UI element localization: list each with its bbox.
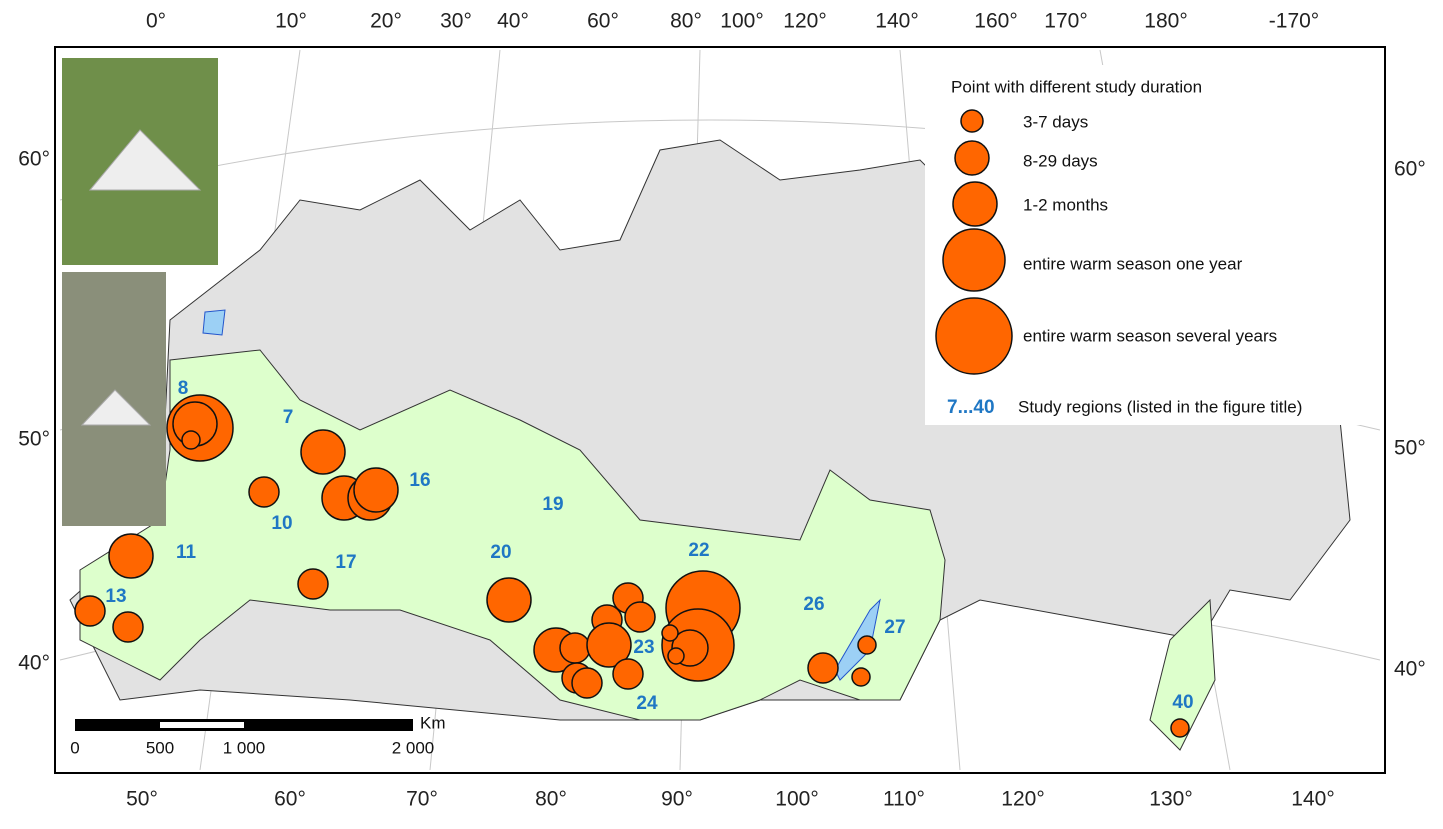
top-axis-label: -170°	[1269, 10, 1319, 33]
region-label: 13	[105, 586, 126, 607]
legend-region-text: Study regions (listed in the figure titl…	[1018, 397, 1302, 416]
region-label: 7	[283, 407, 294, 428]
region-label: 24	[636, 693, 658, 714]
bottom-axis-label: 120°	[1001, 788, 1044, 811]
region-label: 10	[271, 513, 292, 534]
legend: Point with different study duration 3-7 …	[935, 77, 1302, 418]
region-label: 27	[884, 617, 905, 638]
top-axis-label: 10°	[275, 10, 307, 33]
top-axis-label: 30°	[440, 10, 472, 33]
region-label: 26	[803, 594, 824, 615]
top-axis-label: 180°	[1144, 10, 1187, 33]
legend-entry: 8-29 days	[1023, 151, 1098, 170]
region-label: 16	[409, 470, 430, 491]
legend-region-symbol: 7...40	[947, 397, 995, 418]
bottom-axis-label: 70°	[406, 788, 438, 811]
right-axis-label: 40°	[1394, 658, 1426, 681]
bottom-axis-label: 60°	[274, 788, 306, 811]
bottom-axis-label: 100°	[775, 788, 818, 811]
region-label: 40	[1172, 692, 1193, 713]
trap	[80, 389, 152, 426]
left-axis-label: 60°	[18, 148, 50, 171]
legend-entry: 3-7 days	[1023, 112, 1088, 131]
scale-label: 2 000	[392, 738, 435, 757]
bottom-axis-label: 110°	[883, 788, 925, 811]
study-points	[74, 394, 1190, 738]
top-axis-label: 80°	[670, 10, 702, 33]
region-label: 11	[176, 542, 197, 563]
region-label: 22	[688, 540, 709, 561]
top-axis-label: 40°	[497, 10, 529, 33]
region-label: 20	[490, 542, 511, 563]
axis-labels: 0° 10° 20° 30° 40° 60° 80° 100° 120° 140° 160° 170°…	[18, 10, 1426, 811]
bottom-axis-label: 50°	[126, 788, 158, 811]
scale-unit: Km	[420, 713, 446, 732]
legend-entry: entire warm season several years	[1023, 326, 1277, 345]
region-label: 17	[335, 552, 356, 573]
left-axis-label: 40°	[18, 652, 50, 675]
scale-label: 0	[70, 738, 79, 757]
frame	[54, 46, 1386, 774]
bottom-axis-label: 130°	[1149, 788, 1192, 811]
trap	[88, 129, 202, 191]
scale-label: 500	[146, 738, 174, 757]
top-axis-label: 100°	[720, 10, 763, 33]
top-axis-label: 120°	[783, 10, 826, 33]
left-axis-label: 50°	[18, 428, 50, 451]
legend-title: Point with different study duration	[951, 77, 1202, 96]
top-axis-label: 0°	[146, 10, 166, 33]
bottom-axis-label: 80°	[535, 788, 567, 811]
region-label: 8	[178, 378, 189, 399]
bottom-axis-label: 90°	[661, 788, 693, 811]
legend-entry: 1-2 months	[1023, 195, 1108, 214]
top-axis-label: 160°	[974, 10, 1017, 33]
top-axis-label: 60°	[587, 10, 619, 33]
region-labels: 8 7 16 10 19 11 17 20 22 13 26 27 23 24 40	[105, 378, 1193, 714]
legend-entry: entire warm season one year	[1023, 254, 1243, 273]
scale-bar: Km 0 500 1 000 2 000	[70, 713, 445, 757]
right-axis-label: 60°	[1394, 158, 1426, 181]
scale-label: 1 000	[223, 738, 266, 757]
photos	[62, 58, 218, 526]
bottom-axis-label: 140°	[1291, 788, 1334, 811]
right-axis-label: 50°	[1394, 437, 1426, 460]
top-axis-label: 170°	[1044, 10, 1087, 33]
region-label: 23	[633, 637, 654, 658]
region-label: 19	[542, 494, 563, 515]
top-axis-label: 140°	[875, 10, 918, 33]
top-axis-label: 20°	[370, 10, 402, 33]
